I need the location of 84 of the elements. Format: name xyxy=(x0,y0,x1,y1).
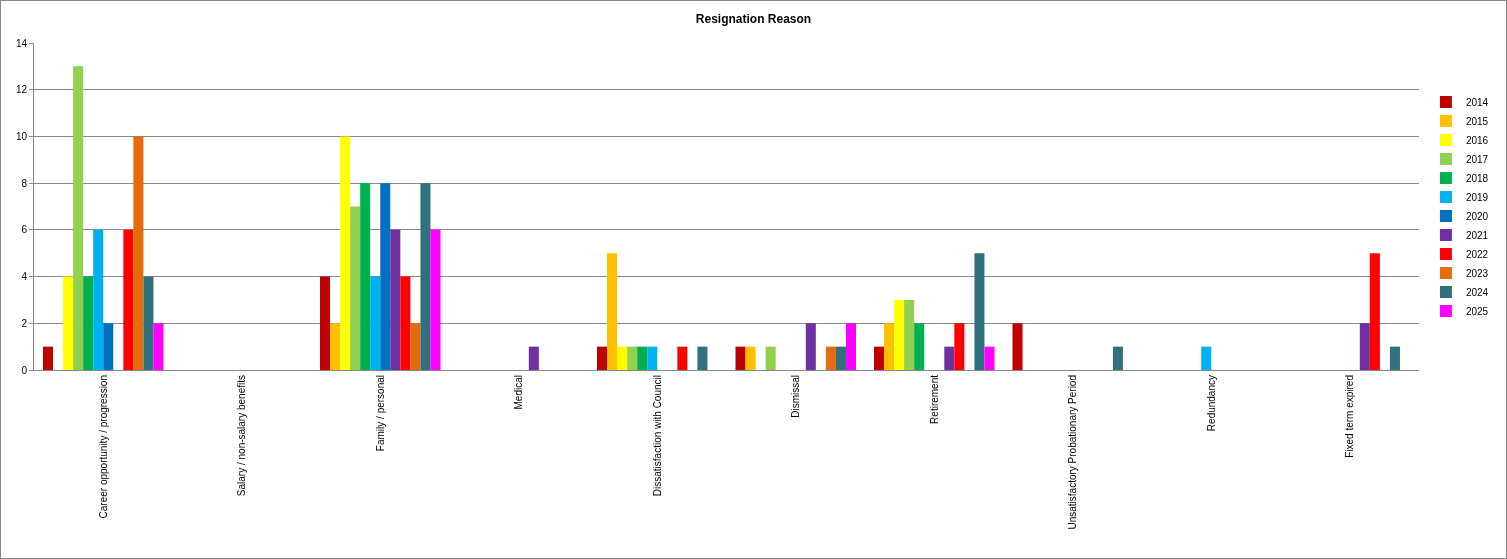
legend-label: 2022 xyxy=(1465,248,1489,260)
x-tick-label: Dissatisfaction with Council xyxy=(651,375,663,497)
bar xyxy=(944,346,955,370)
bar xyxy=(1359,323,1370,370)
bar xyxy=(73,66,84,370)
bar xyxy=(825,346,836,370)
legend-label: 2018 xyxy=(1465,172,1489,184)
legend-label: 2019 xyxy=(1465,191,1489,203)
bar xyxy=(914,323,925,370)
bar xyxy=(845,323,856,370)
legend-label: 2024 xyxy=(1465,286,1489,298)
x-tick-label: Redundancy xyxy=(1205,375,1217,432)
bar xyxy=(984,346,995,370)
x-tick-label: Salary / non-salary benefits xyxy=(236,375,247,497)
bar xyxy=(954,323,965,370)
bar xyxy=(410,323,421,370)
x-tick-label: Retirement xyxy=(928,374,940,424)
bar xyxy=(637,346,648,370)
bar xyxy=(697,346,708,370)
bar xyxy=(597,346,608,370)
y-tick-label: 2 xyxy=(21,317,28,329)
bar xyxy=(420,183,431,370)
legend-label: 2017 xyxy=(1465,153,1489,165)
bar xyxy=(103,323,114,370)
bar xyxy=(320,276,331,370)
y-tick-label: 0 xyxy=(21,364,28,376)
y-tick-label: 12 xyxy=(15,84,28,96)
bar xyxy=(153,323,164,370)
bar xyxy=(735,346,746,370)
legend-label: 2016 xyxy=(1465,134,1489,146)
x-tick-label: Unsatisfactory Probationary Period xyxy=(1067,375,1078,530)
bar xyxy=(143,276,154,370)
bar xyxy=(360,183,371,370)
y-tick-label: 10 xyxy=(15,130,28,142)
bar xyxy=(43,346,54,370)
bar xyxy=(884,323,895,370)
bar xyxy=(745,346,756,370)
bar xyxy=(83,276,94,370)
bar xyxy=(350,206,361,370)
bar xyxy=(430,229,441,370)
bar xyxy=(340,136,351,370)
bar xyxy=(123,229,134,370)
x-tick-label: Fixed term expired xyxy=(1344,375,1355,458)
x-tick-label: Dismissal xyxy=(790,375,801,418)
bar xyxy=(765,346,776,370)
bar xyxy=(677,346,688,370)
legend-label: 2014 xyxy=(1465,96,1489,108)
bar xyxy=(894,299,905,370)
bar xyxy=(1112,346,1123,370)
bar xyxy=(330,323,341,370)
y-tick-label: 8 xyxy=(21,177,28,189)
bar xyxy=(904,299,915,370)
bar xyxy=(647,346,658,370)
legend-label: 2021 xyxy=(1465,229,1489,241)
x-tick-label: Medical xyxy=(513,375,524,410)
legend-label: 2025 xyxy=(1465,305,1489,317)
bar xyxy=(835,346,846,370)
bar xyxy=(528,346,539,370)
bar xyxy=(627,346,638,370)
chart-title: Resignation Reason xyxy=(695,12,812,27)
legend-label: 2023 xyxy=(1465,267,1489,279)
bar xyxy=(1012,323,1023,370)
bar xyxy=(617,346,628,370)
bar xyxy=(63,276,74,370)
legend-label: 2020 xyxy=(1465,210,1489,222)
bar xyxy=(400,276,411,370)
x-tick-label: Family / personal xyxy=(374,375,386,452)
y-tick-label: 14 xyxy=(15,37,28,49)
y-tick-label: 6 xyxy=(21,224,28,236)
bar xyxy=(1389,346,1400,370)
bar xyxy=(390,229,401,370)
bar xyxy=(93,229,104,370)
bar xyxy=(974,253,985,370)
bar xyxy=(133,136,144,370)
x-tick-label: Career opportunity / progression xyxy=(97,375,109,519)
bar xyxy=(370,276,381,370)
bar xyxy=(874,346,885,370)
bar xyxy=(1201,346,1212,370)
bar xyxy=(380,183,391,370)
y-tick-label: 4 xyxy=(21,271,28,283)
bar xyxy=(607,253,618,370)
legend-label: 2015 xyxy=(1465,115,1489,127)
bar xyxy=(1369,253,1380,370)
bar xyxy=(805,323,816,370)
